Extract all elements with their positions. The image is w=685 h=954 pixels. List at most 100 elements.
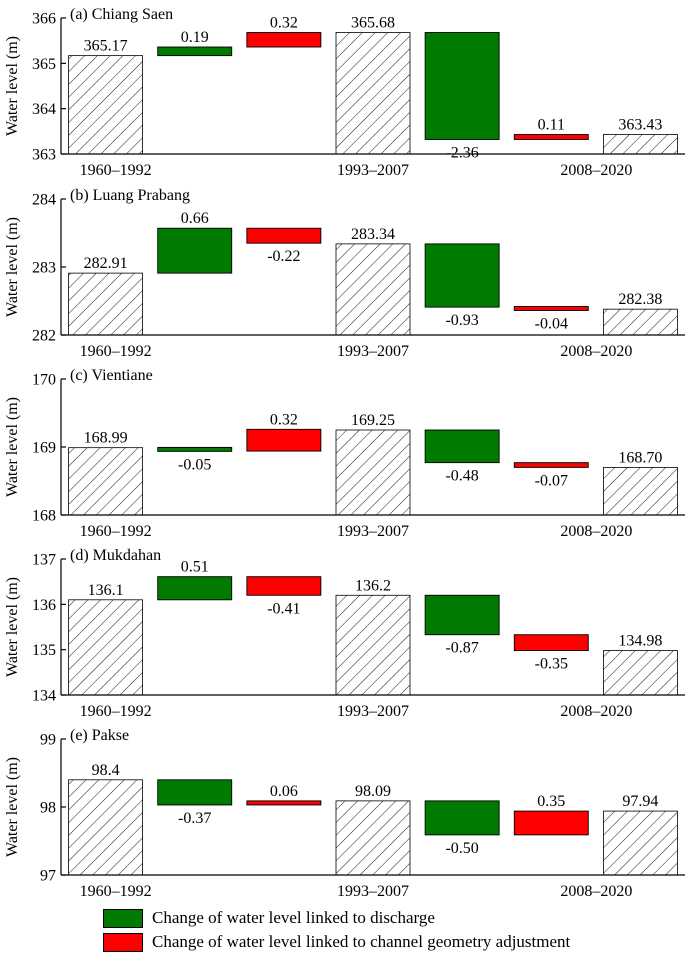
data-label: 0.66 bbox=[181, 210, 209, 227]
panel-title: (e) Pakse bbox=[70, 727, 129, 744]
discharge-bar bbox=[157, 446, 233, 452]
data-label: -2.36 bbox=[445, 144, 478, 161]
x-period-label: 1993–2007 bbox=[337, 523, 409, 540]
data-label: 365.68 bbox=[351, 15, 395, 32]
data-label: -0.35 bbox=[535, 656, 568, 673]
y-axis-label: Water level (m) bbox=[4, 217, 21, 317]
x-period-label: 2008–2020 bbox=[560, 343, 632, 360]
y-tick-label: 99 bbox=[40, 732, 56, 749]
geometry-bar bbox=[246, 428, 322, 452]
level-bar bbox=[603, 134, 678, 155]
legend-item-discharge: Change of water level linked to discharg… bbox=[103, 906, 570, 930]
data-label: 365.17 bbox=[84, 38, 128, 55]
legend-label-geometry: Change of water level linked to channel … bbox=[152, 932, 571, 951]
level-bar bbox=[603, 466, 678, 516]
y-tick-label: 98 bbox=[40, 800, 56, 817]
discharge-bar bbox=[424, 243, 500, 308]
data-label: -0.22 bbox=[267, 248, 300, 265]
data-label: 0.19 bbox=[181, 29, 209, 46]
geometry-bar bbox=[246, 227, 322, 244]
discharge-bar bbox=[424, 594, 500, 636]
x-period-label: 1993–2007 bbox=[337, 703, 409, 720]
level-bar bbox=[603, 810, 678, 876]
data-label: 169.25 bbox=[351, 412, 395, 429]
geometry-bar bbox=[513, 306, 589, 311]
panel-chiang-saen: Water level (m) 365.17 0.19 0.32 365.68 -2.36… bbox=[4, 6, 685, 179]
y-tick-label: 364 bbox=[32, 101, 56, 118]
y-tick-label: 137 bbox=[32, 552, 56, 569]
discharge-bar bbox=[157, 46, 233, 57]
x-period-label: 2008–2020 bbox=[560, 883, 632, 900]
level-bar bbox=[603, 650, 678, 696]
data-label: -0.87 bbox=[445, 640, 478, 657]
panel-title: (d) Mukdahan bbox=[70, 547, 161, 564]
level-bar bbox=[68, 447, 143, 516]
panel-luang-prabang: Water level (m) 282.91 0.66 -0.22 283.34 -0.9… bbox=[4, 187, 685, 360]
data-label: 134.98 bbox=[618, 633, 662, 650]
x-period-label: 2008–2020 bbox=[560, 523, 632, 540]
x-period-label: 1993–2007 bbox=[337, 883, 409, 900]
legend-swatch-discharge bbox=[103, 908, 143, 928]
level-bar bbox=[335, 243, 411, 336]
y-tick-label: 283 bbox=[32, 260, 56, 277]
x-period-label: 1960–1992 bbox=[80, 703, 152, 720]
data-label: -0.41 bbox=[267, 600, 300, 617]
x-period-label: 2008–2020 bbox=[560, 703, 632, 720]
level-bar bbox=[335, 800, 411, 876]
x-period-label: 1960–1992 bbox=[80, 523, 152, 540]
y-tick-label: 97 bbox=[40, 868, 56, 885]
y-tick-label: 365 bbox=[32, 56, 56, 73]
data-label: 0.11 bbox=[538, 117, 565, 134]
data-label: 136.2 bbox=[355, 577, 391, 594]
panel-title: (a) Chiang Saen bbox=[70, 6, 173, 23]
y-axis-label: Water level (m) bbox=[4, 577, 21, 677]
y-tick-label: 168 bbox=[32, 508, 56, 525]
data-label: 363.43 bbox=[618, 117, 662, 134]
legend-label-discharge: Change of water level linked to discharg… bbox=[152, 908, 435, 927]
x-period-label: 1993–2007 bbox=[337, 162, 409, 179]
data-label: 136.1 bbox=[88, 582, 124, 599]
data-label: 168.70 bbox=[618, 449, 662, 466]
geometry-bar bbox=[513, 134, 589, 140]
data-label: 98.4 bbox=[92, 762, 120, 779]
geometry-bar bbox=[246, 576, 322, 596]
geometry-bar bbox=[246, 32, 322, 48]
discharge-bar bbox=[157, 779, 233, 806]
x-period-label: 1960–1992 bbox=[80, 883, 152, 900]
data-label: 0.35 bbox=[537, 793, 565, 810]
data-label: 98.09 bbox=[355, 783, 391, 800]
geometry-bar bbox=[246, 800, 322, 806]
level-bar bbox=[335, 32, 411, 155]
data-label: 0.32 bbox=[270, 15, 298, 32]
y-tick-label: 136 bbox=[32, 597, 56, 614]
data-label: 0.32 bbox=[270, 411, 298, 428]
discharge-bar bbox=[157, 227, 233, 274]
y-tick-label: 135 bbox=[32, 642, 56, 659]
y-tick-label: 363 bbox=[32, 147, 56, 164]
level-bar bbox=[68, 272, 143, 336]
data-label: 282.91 bbox=[84, 255, 128, 272]
data-label: -0.48 bbox=[445, 468, 478, 485]
data-label: 282.38 bbox=[618, 291, 662, 308]
y-tick-label: 170 bbox=[32, 372, 56, 389]
level-bar bbox=[335, 594, 411, 696]
data-label: 0.06 bbox=[270, 783, 298, 800]
panel-title: (b) Luang Prabang bbox=[70, 187, 190, 204]
y-axis-label: Water level (m) bbox=[4, 397, 21, 497]
legend-item-geometry: Change of water level linked to channel … bbox=[103, 930, 570, 954]
level-bar bbox=[68, 55, 143, 155]
discharge-bar bbox=[424, 32, 500, 140]
geometry-bar bbox=[513, 462, 589, 468]
x-period-label: 1993–2007 bbox=[337, 343, 409, 360]
geometry-bar bbox=[513, 810, 589, 836]
discharge-bar bbox=[424, 429, 500, 464]
data-label: 283.34 bbox=[351, 226, 395, 243]
level-bar bbox=[603, 308, 678, 336]
panel-title: (c) Vientiane bbox=[70, 367, 153, 384]
data-label: -0.37 bbox=[178, 810, 211, 827]
level-bar bbox=[68, 599, 143, 696]
panel-vientiane: Water level (m) 168.99 -0.05 0.32 169.25 -0.4… bbox=[4, 367, 685, 540]
data-label: 0.51 bbox=[181, 559, 209, 576]
y-tick-label: 282 bbox=[32, 328, 56, 345]
